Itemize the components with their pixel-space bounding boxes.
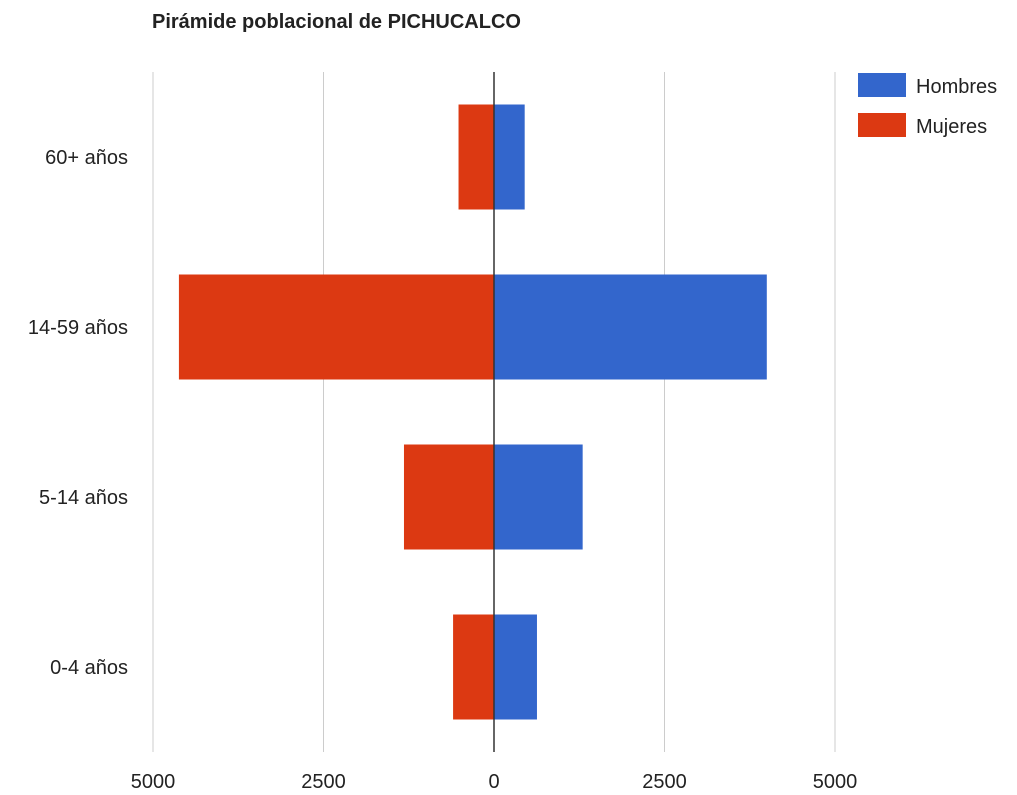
y-axis-labels: 60+ años 14-59 años 5-14 años 0-4 años <box>28 147 128 679</box>
y-tick-label: 5-14 años <box>39 487 128 509</box>
bar-mujeres-3[interactable] <box>453 614 494 720</box>
gridlines <box>152 72 836 752</box>
bar-hombres-0[interactable] <box>494 104 525 210</box>
legend-label[interactable]: Hombres <box>916 76 997 98</box>
chart-title: Pirámide poblacional de PICHUCALCO <box>152 11 521 33</box>
bar-mujeres-2[interactable] <box>403 444 494 550</box>
x-tick-label: 5000 <box>131 771 176 793</box>
y-tick-label: 14-59 años <box>28 317 128 339</box>
bar-hombres-1[interactable] <box>494 274 767 380</box>
x-tick-label: 5000 <box>813 771 858 793</box>
bars <box>178 104 767 720</box>
y-tick-label: 0-4 años <box>50 657 128 679</box>
x-axis-labels: 5000 2500 0 2500 5000 <box>131 771 858 793</box>
bar-mujeres-0[interactable] <box>458 104 494 210</box>
legend-swatch <box>858 73 906 97</box>
x-tick-label: 0 <box>488 771 499 793</box>
x-tick-label: 2500 <box>301 771 346 793</box>
legend-swatch <box>858 113 906 137</box>
legend-label[interactable]: Mujeres <box>916 116 987 138</box>
bar-hombres-3[interactable] <box>494 614 537 720</box>
y-tick-label: 60+ años <box>45 147 128 169</box>
legend[interactable]: Hombres Mujeres <box>858 73 997 138</box>
bar-mujeres-1[interactable] <box>178 274 494 380</box>
x-tick-label: 2500 <box>642 771 687 793</box>
bar-hombres-2[interactable] <box>494 444 583 550</box>
